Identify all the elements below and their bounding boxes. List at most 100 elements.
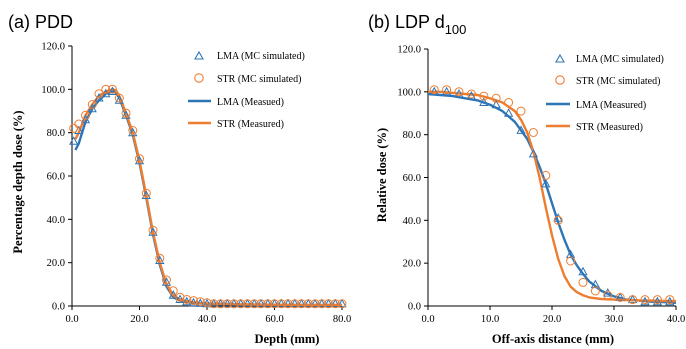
ldp-str-mc-point: [491, 93, 501, 103]
pdd-lma-mc-point: [303, 298, 313, 308]
ldp-str-mc-point: [442, 85, 452, 95]
pdd-str-mc-point: [229, 299, 239, 309]
ldp-y-tick-label: 120.0: [397, 45, 421, 56]
pdd-lma-mc-point: [141, 190, 151, 199]
pdd-str-mc-point: [249, 299, 259, 309]
pdd-lma-mc-point: [269, 298, 280, 308]
pdd-y-tick-label: 120.0: [41, 42, 65, 53]
pdd-lma-mc-point: [229, 298, 239, 308]
pdd-str-mc-point: [148, 225, 158, 235]
pdd-y-tick-label: 20.0: [47, 258, 65, 269]
pdd-str-mc-point: [175, 292, 185, 302]
pdd-legend: LMA (MC simulated) STR (MC simulated) LM…: [188, 50, 305, 130]
pdd-lma-mc-point: [182, 296, 192, 306]
pdd-y-tick-label: 80.0: [47, 128, 65, 139]
pdd-str-mc-point: [135, 154, 144, 164]
ldp-str-mc-point: [640, 295, 650, 305]
ldp-x-tick-label: 30.0: [605, 314, 623, 325]
triangle-marker-icon: [555, 53, 565, 63]
ldp-y-tick-label: 40.0: [403, 216, 421, 227]
ldp-lma-mc-point: [528, 148, 539, 158]
ldp-lma-mc-point: [503, 108, 514, 117]
pdd-x-tick-label: 0.0: [65, 314, 78, 325]
ldp-lma-mc-point: [615, 292, 625, 301]
ldp-y-tick-label: 80.0: [403, 130, 421, 141]
pdd-chart-panel: (a) PDD Depth (mm) Percentage depth dose…: [8, 12, 351, 346]
pdd-legend-label-lma-measured: LMA (Measued): [217, 97, 284, 108]
pdd-lma-mc-point: [296, 298, 307, 308]
ldp-x-tick-label: 40.0: [667, 314, 685, 325]
ldp-str-mc-point: [516, 106, 526, 116]
ldp-axes: 0.0 20.0 40.0 60.0 80.0 100.0 120.0 0.0 10.0 20.0…: [397, 45, 685, 326]
pdd-str-mc-point: [310, 299, 320, 309]
pdd-str-mc-point: [256, 299, 266, 309]
pdd-str-mc-point: [69, 123, 79, 133]
pdd-lma-mc-point: [283, 298, 293, 308]
ldp-legend-label-str-measured: STR (Measured): [576, 122, 643, 133]
pdd-y-tick-label: 100.0: [41, 85, 65, 96]
ldp-x-tick-label: 20.0: [543, 314, 561, 325]
pdd-str-mc-point: [283, 299, 293, 309]
triangle-marker-icon: [194, 50, 204, 60]
pdd-str-mc-point: [195, 297, 205, 307]
ldp-str-mc-point: [429, 85, 439, 95]
ldp-str-mc-point: [665, 295, 675, 305]
ldp-str-mc-point: [553, 215, 563, 225]
ldp-y-axis-label: Relative dose (%): [375, 128, 389, 222]
pdd-str-mc-point: [270, 299, 279, 309]
pdd-lma-mc-point: [323, 298, 334, 308]
pdd-str-mc-point: [74, 119, 84, 129]
pdd-panel-title: (a) PDD: [8, 12, 73, 32]
circle-marker-icon: [194, 73, 204, 83]
pdd-x-tick-label: 20.0: [130, 314, 148, 325]
ldp-y-tick-label: 60.0: [403, 173, 421, 184]
pdd-str-mc-point: [189, 296, 198, 306]
pdd-x-tick-label: 40.0: [198, 314, 216, 325]
ldp-y-tick-label: 100.0: [397, 87, 421, 98]
pdd-str-mc-point: [141, 188, 151, 198]
ldp-lma-mc-point: [553, 213, 563, 222]
ldp-legend-label-lma-measured: LMA (Measured): [576, 100, 646, 111]
pdd-lma-mc-point: [74, 125, 84, 134]
pdd-lma-mc-point: [69, 136, 79, 145]
circle-marker-icon: [555, 75, 565, 85]
ldp-lma-mc-point: [541, 178, 551, 188]
ldp-x-axis-label: Off-axis distance (mm): [492, 332, 614, 346]
ldp-str-mc-point: [628, 295, 638, 305]
ldp-lma-mc-point: [665, 296, 675, 306]
pdd-series-line-str-measured: [74, 88, 342, 307]
pdd-lma-mc-point: [290, 298, 300, 308]
ldp-lma-mc-point: [454, 88, 464, 98]
pdd-str-mc-point: [81, 110, 90, 120]
ldp-chart-panel: (b) LDP d100 Off-axis distance (mm) Rela…: [368, 12, 685, 346]
ldp-lma-mc-point: [640, 296, 650, 306]
ldp-str-mc-point: [578, 277, 588, 287]
ldp-x-tick-label: 0.0: [421, 314, 434, 325]
pdd-lma-mc-point: [128, 127, 138, 137]
pdd-lma-mc-point: [276, 298, 286, 308]
pdd-legend-item-str-mc: STR (MC simulated): [194, 73, 301, 85]
pdd-plot-area: [69, 84, 347, 309]
pdd-str-mc-point: [94, 89, 104, 99]
ldp-str-mc-point: [566, 256, 576, 266]
ldp-str-mc-point: [590, 286, 600, 296]
ldp-lma-mc-point: [603, 288, 613, 297]
ldp-str-mc-point: [504, 98, 514, 107]
ldp-panel-title-main: (b) LDP d: [368, 12, 445, 32]
pdd-x-axis-label: Depth (mm): [255, 332, 320, 346]
ldp-lma-mc-point: [429, 86, 439, 96]
ldp-y-tick-label: 20.0: [403, 259, 421, 270]
pdd-str-mc-point: [317, 299, 327, 309]
pdd-str-mc-point: [222, 299, 232, 309]
pdd-str-mc-point: [303, 299, 313, 309]
pdd-x-tick-label: 60.0: [265, 314, 283, 325]
pdd-lma-mc-point: [249, 298, 259, 308]
ldp-str-mc-point: [603, 290, 613, 300]
ldp-legend-item-lma-measured: LMA (Measured): [546, 100, 646, 111]
pdd-lma-mc-point: [195, 298, 205, 307]
pdd-lma-mc-point: [209, 298, 219, 308]
pdd-lma-mc-point: [236, 298, 246, 308]
ldp-legend-item-str-mc: STR (MC simulated): [555, 75, 660, 87]
pdd-lma-mc-point: [175, 294, 185, 303]
pdd-str-mc-point: [101, 84, 111, 94]
